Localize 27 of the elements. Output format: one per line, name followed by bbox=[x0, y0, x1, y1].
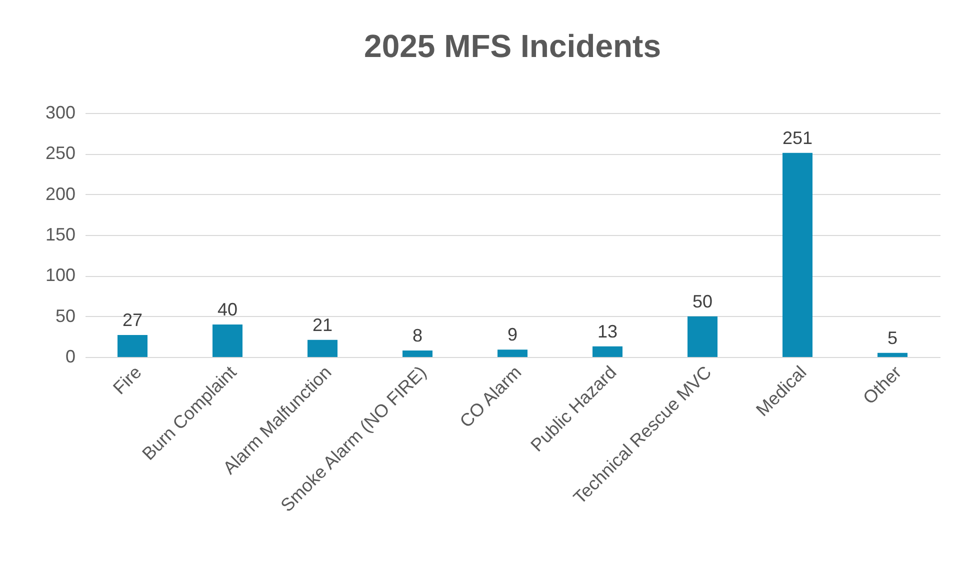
bar bbox=[688, 316, 718, 357]
bar bbox=[118, 335, 148, 357]
data-label: 8 bbox=[412, 325, 423, 346]
bar bbox=[878, 352, 908, 357]
data-label: 13 bbox=[597, 321, 618, 342]
data-label: 5 bbox=[887, 328, 898, 348]
data-label: 251 bbox=[782, 128, 813, 148]
data-label: 50 bbox=[692, 291, 713, 312]
y-tick-label: 0 bbox=[65, 346, 76, 366]
data-label: 40 bbox=[217, 299, 238, 320]
y-tick-label: 50 bbox=[55, 306, 76, 326]
bar bbox=[212, 324, 242, 357]
data-label: 21 bbox=[312, 314, 333, 335]
data-label: 9 bbox=[507, 324, 518, 345]
y-tick-label: 250 bbox=[45, 143, 76, 164]
bar bbox=[592, 346, 622, 357]
bar bbox=[782, 152, 812, 357]
bar bbox=[402, 350, 432, 357]
chart-title: 2025 MFS Incidents bbox=[364, 28, 661, 64]
x-tick-label: Fire bbox=[109, 362, 146, 398]
bar bbox=[308, 340, 338, 357]
data-label: 27 bbox=[122, 310, 143, 330]
bar bbox=[498, 350, 528, 357]
y-tick-label: 100 bbox=[45, 265, 76, 286]
y-tick-label: 300 bbox=[45, 102, 76, 122]
y-tick-label: 200 bbox=[45, 184, 76, 204]
y-tick-label: 150 bbox=[45, 224, 76, 244]
